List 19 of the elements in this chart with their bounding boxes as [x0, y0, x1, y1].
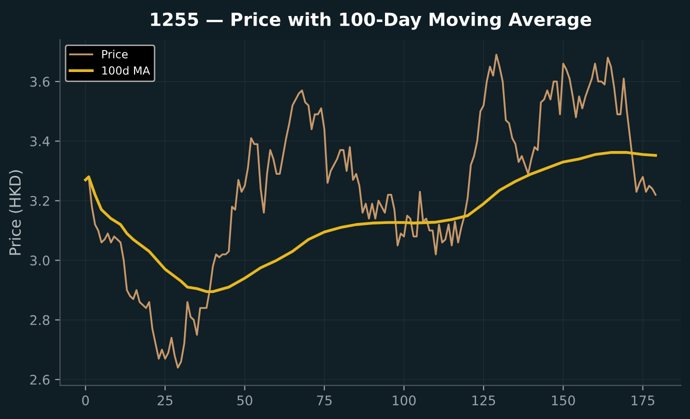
y-tick-label: 3.0 [30, 256, 50, 266]
x-tick-label: 75 [317, 396, 332, 406]
legend-label: Price [102, 50, 128, 58]
x-tick-label: 0 [82, 395, 89, 406]
y-tick-label: 3.2 [30, 196, 49, 206]
chart-title: 1255 — Price with 100-Day Moving Average [151, 12, 592, 30]
legend-label: 100d MA [102, 66, 150, 75]
y-tick-label: 3.6 [30, 76, 50, 87]
y-tick-label: 2.6 [30, 374, 50, 385]
x-tick-label: 50 [237, 395, 252, 406]
x-tick-label: 25 [158, 395, 172, 406]
line-series [84, 151, 657, 293]
y-tick-label: 2.8 [30, 315, 50, 326]
x-tick-label: 125 [472, 395, 496, 406]
y-axis-title: Price (HKD) [8, 170, 23, 255]
x-tick-label: 100 [392, 395, 416, 406]
y-tick-label: 3.4 [30, 136, 50, 146]
x-tick-label: 175 [632, 396, 654, 406]
x-tick-label: 150 [552, 395, 575, 406]
